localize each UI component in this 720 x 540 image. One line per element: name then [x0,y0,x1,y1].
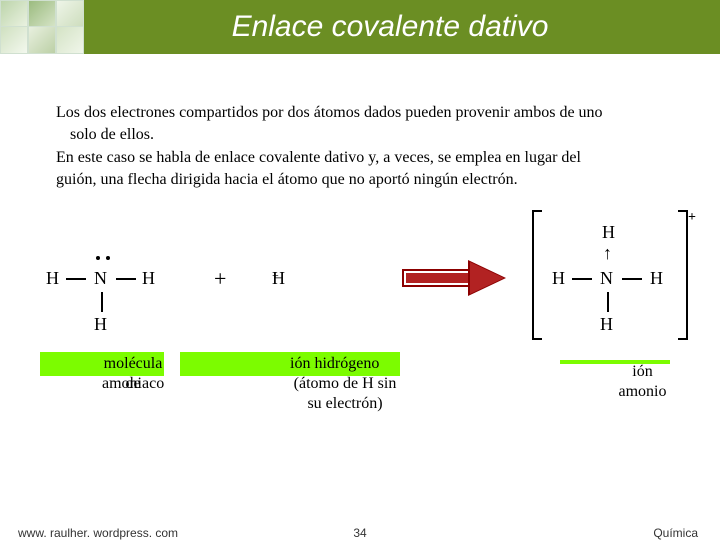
caption-hydrogen-ion: ión hidrógeno (átomo de H sin su electró… [180,352,400,376]
ion-charge: + [688,210,696,226]
atom-H: H [552,268,565,289]
bond [66,278,86,280]
caption-ammonium: ión amonio [560,360,670,364]
reaction-arrow [402,264,512,292]
atom-H: H [600,314,613,335]
lone-pair-dot [96,256,100,260]
atom-H: H [142,268,155,289]
footer-page: 34 [353,526,366,540]
bracket-right [678,210,688,340]
atom-N: N [94,268,107,289]
paragraph-line: En este caso se habla de enlace covalent… [56,147,680,169]
atom-N: N [600,268,613,289]
slide-title: Enlace covalente dativo [120,10,720,44]
slide-header: Enlace covalente dativo [0,0,720,54]
bond [622,278,642,280]
footer-source: www. raulher. wordpress. com [18,526,178,540]
bond [572,278,592,280]
bond [101,292,103,312]
atom-H-ion-charge: + [272,268,279,283]
body-text: Los dos electrones compartidos por dos á… [0,54,720,192]
bond [116,278,136,280]
header-decoration [0,0,120,54]
caption-line: ión amonio [615,362,670,402]
bond [607,292,609,312]
paragraph-line: solo de ellos. [56,124,680,146]
caption-line: amoniaco [102,374,164,394]
reaction-diagram: H N H H + H+ + H ↑ H N H H [40,222,680,422]
atom-H: H [650,268,663,289]
caption-ammonia: molécula de amoniaco [40,352,164,376]
atom-H: H [94,314,107,335]
plus-sign: + [214,266,226,292]
dative-arrow-icon: ↑ [603,244,612,262]
bracket-left [532,210,542,340]
footer-subject: Química [653,526,698,540]
atom-H: H [46,268,59,289]
caption-line: (átomo de H sin su electrón) [290,374,400,414]
paragraph-line: Los dos electrones compartidos por dos á… [56,102,680,124]
caption-line: ión hidrógeno [290,354,379,374]
paragraph-line: guión, una flecha dirigida hacia el átom… [56,169,680,191]
atom-H-top: H [602,222,615,243]
lone-pair-dot [106,256,110,260]
